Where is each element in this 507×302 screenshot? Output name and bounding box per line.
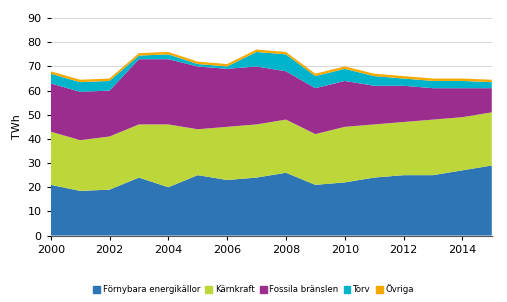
Y-axis label: TWh: TWh [12, 114, 22, 139]
Legend: Förnybara energikällor, Kärnkraft, Fossila bränslen, Torv, Övriga: Förnybara energikällor, Kärnkraft, Fossi… [90, 281, 417, 298]
